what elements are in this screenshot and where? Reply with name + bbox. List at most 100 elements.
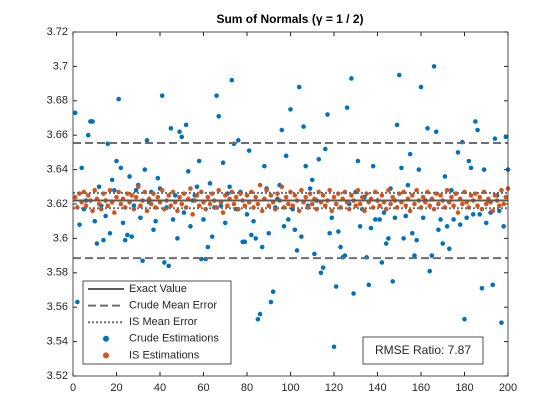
point (501, 201, 506, 207)
point (149, 201, 154, 207)
point (479, 285, 485, 291)
point (492, 136, 498, 141)
point (436, 227, 441, 233)
point (220, 210, 226, 215)
point (159, 93, 165, 98)
y-tick-label: 3.6 (53, 232, 68, 244)
point (449, 187, 454, 193)
point (455, 210, 461, 215)
point (79, 165, 84, 171)
point (236, 138, 241, 143)
y-tick-label: 3.54 (47, 336, 68, 348)
y-tick-label: 3.52 (47, 370, 68, 382)
point (107, 187, 113, 193)
point (503, 134, 509, 140)
point (135, 184, 141, 190)
point (351, 291, 356, 296)
point (257, 182, 263, 188)
point (444, 224, 450, 229)
point (444, 187, 450, 193)
point (446, 246, 452, 252)
point (120, 220, 126, 226)
point (379, 260, 385, 265)
point (112, 187, 117, 193)
point (109, 177, 115, 183)
x-tick-label: 140 (368, 382, 386, 394)
point (366, 282, 372, 288)
point (205, 244, 211, 250)
point (355, 187, 361, 193)
point (403, 203, 409, 209)
point (214, 93, 219, 98)
point (166, 193, 171, 198)
point (181, 210, 187, 215)
point (466, 158, 472, 164)
point (462, 316, 467, 322)
point (72, 194, 78, 200)
point (414, 187, 419, 193)
point (185, 169, 191, 174)
point (309, 177, 315, 183)
point (318, 270, 324, 276)
point (179, 134, 185, 140)
point (101, 237, 106, 243)
point (499, 187, 504, 193)
point (196, 203, 202, 209)
point (231, 201, 237, 207)
point (329, 208, 335, 214)
point (205, 194, 211, 200)
point (144, 138, 150, 143)
point (227, 184, 232, 190)
point (283, 194, 289, 200)
point (288, 107, 293, 112)
point (457, 222, 463, 227)
point (436, 201, 441, 207)
point (85, 193, 91, 198)
point (177, 129, 182, 135)
point (392, 215, 398, 221)
point (394, 122, 400, 128)
point (175, 208, 180, 214)
x-tick-label: 80 (241, 382, 253, 394)
point (244, 193, 250, 198)
point (331, 344, 337, 350)
point (342, 253, 348, 258)
point (455, 150, 461, 155)
point (246, 148, 252, 153)
point (312, 251, 317, 257)
point (222, 193, 228, 198)
point (331, 194, 337, 200)
point (196, 158, 202, 164)
point (175, 236, 180, 241)
point (503, 194, 509, 200)
point (464, 215, 469, 221)
x-tick-label: 160 (412, 382, 430, 394)
point (320, 193, 326, 198)
point (327, 187, 332, 193)
point (299, 187, 304, 193)
x-tick-label: 120 (325, 382, 343, 394)
point (249, 232, 254, 238)
point (416, 167, 422, 172)
legend-swatch (103, 352, 109, 359)
point (159, 187, 165, 193)
point (138, 215, 143, 221)
point (209, 234, 215, 239)
point (170, 217, 176, 222)
point (373, 217, 378, 222)
point (259, 208, 265, 214)
x-tick-label: 60 (197, 382, 209, 394)
point (207, 201, 213, 207)
point (379, 193, 385, 198)
point (222, 220, 228, 226)
point (433, 129, 439, 135)
y-tick-label: 3.66 (47, 129, 68, 141)
point (255, 316, 261, 322)
point (401, 236, 406, 241)
point (255, 201, 261, 207)
point (323, 146, 328, 152)
point (427, 268, 433, 274)
point (177, 194, 182, 200)
point (133, 187, 139, 193)
point (118, 201, 124, 207)
